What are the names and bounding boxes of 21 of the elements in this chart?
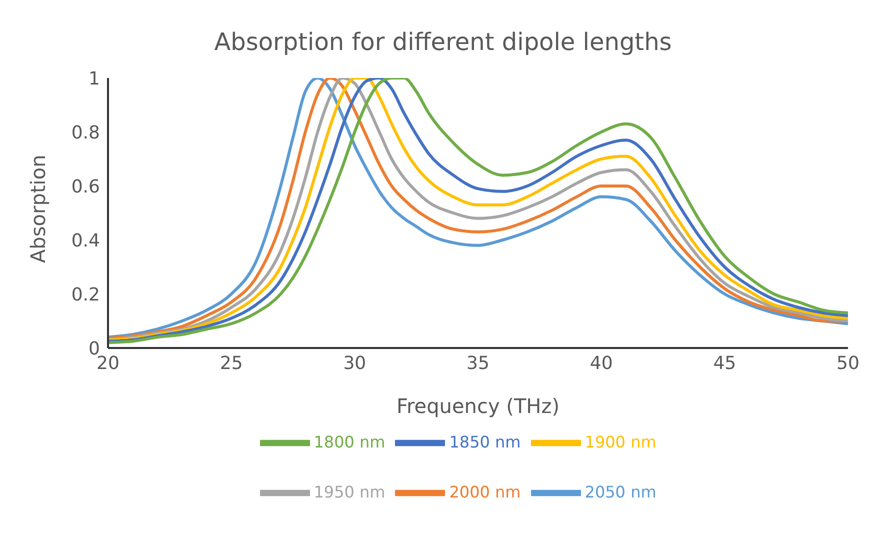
legend-label: 1800 nm (314, 432, 386, 452)
x-tick-label: 50 (836, 352, 860, 374)
y-tick-label: 0.8 (71, 122, 100, 144)
x-tick-label: 30 (343, 352, 366, 374)
y-tick-label: 1 (88, 68, 100, 90)
x-tick-label: 40 (590, 352, 613, 374)
y-axis-title: Absorption (26, 154, 50, 263)
y-tick-label: 0.2 (71, 284, 100, 306)
legend-label: 1950 nm (314, 482, 386, 502)
chart-title: Absorption for different dipole lengths (213, 27, 673, 58)
legend-label: 1900 nm (584, 432, 656, 452)
legend-label: 2000 nm (449, 482, 521, 502)
x-tick-label: 35 (466, 352, 490, 374)
y-tick-label: 0.4 (71, 230, 100, 252)
x-axis-title: Frequency (THz) (396, 394, 560, 418)
x-tick-label: 45 (713, 352, 736, 374)
x-tick-label: 20 (96, 352, 120, 374)
x-tick-label: 25 (220, 352, 243, 374)
legend-label: 2050 nm (584, 482, 656, 502)
legend-label: 1850 nm (449, 432, 521, 452)
y-tick-label: 0.6 (71, 176, 100, 198)
